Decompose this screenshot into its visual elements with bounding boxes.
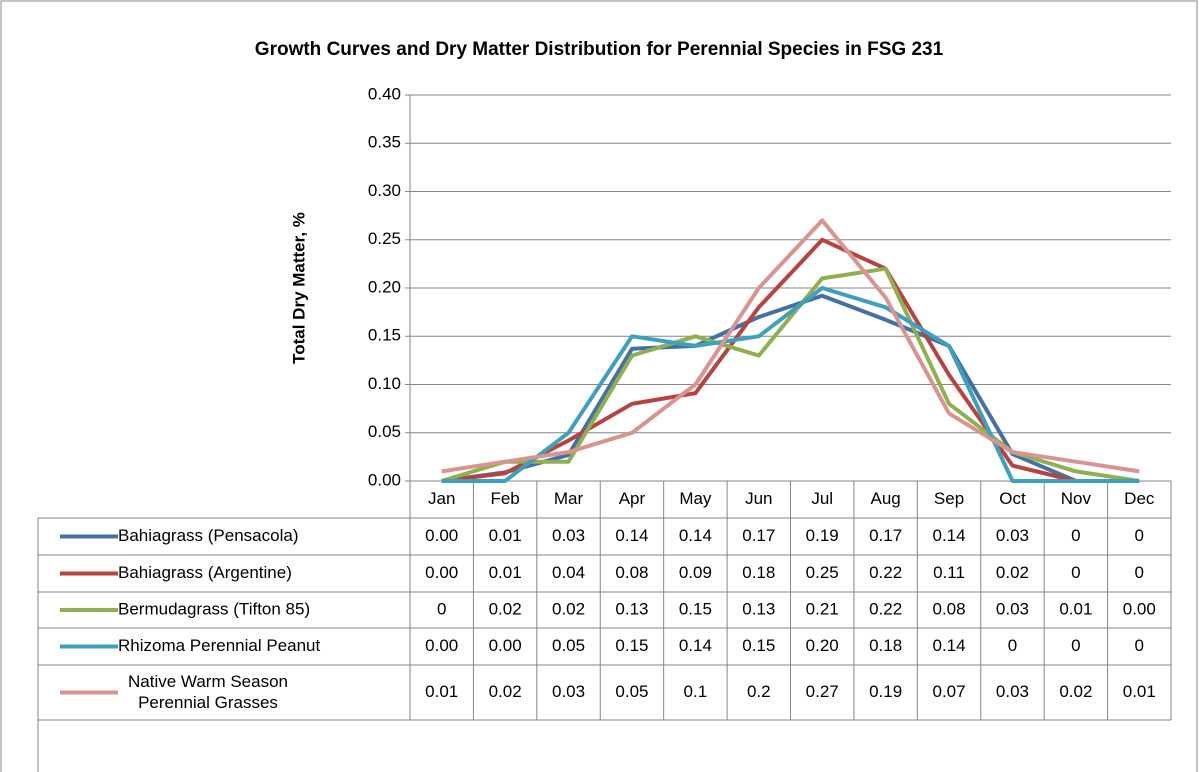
data-table-cell: 0.01 xyxy=(425,682,458,701)
chart-title: Growth Curves and Dry Matter Distributio… xyxy=(255,39,944,60)
data-table-cell: 0.05 xyxy=(615,682,648,701)
data-table-cell: 0 xyxy=(1135,526,1144,545)
data-table-cell: 0 xyxy=(1135,563,1144,582)
x-tick-label: Jul xyxy=(811,489,833,508)
data-table-cell: 0.11 xyxy=(933,563,965,582)
y-tick-label: 0.15 xyxy=(368,326,401,345)
data-table-cell: 0.18 xyxy=(742,563,775,582)
x-tick-label: Feb xyxy=(490,489,519,508)
data-table-cell: 0.17 xyxy=(742,526,775,545)
data-table-cell: 0.02 xyxy=(1059,682,1092,701)
data-table-cell: 0 xyxy=(1071,526,1080,545)
data-table-cell: 0.17 xyxy=(869,526,902,545)
data-table-cell: 0.19 xyxy=(869,682,902,701)
data-table-cell: 0.21 xyxy=(806,599,839,618)
data-table-cell: 0.22 xyxy=(869,599,902,618)
data-table-cell: 0.14 xyxy=(932,636,965,655)
data-table-cell: 0.03 xyxy=(996,682,1029,701)
data-table-cell: 0.15 xyxy=(615,636,648,655)
legend-label: Bermudagrass (Tifton 85) xyxy=(118,599,310,618)
y-tick-label: 0.00 xyxy=(368,470,401,489)
data-table-cell: 0 xyxy=(437,599,446,618)
data-table-cell: 0.1 xyxy=(684,682,708,701)
x-tick-label: Apr xyxy=(619,489,646,508)
y-tick-label: 0.20 xyxy=(368,277,401,296)
x-tick-label: May xyxy=(679,489,712,508)
data-table-cell: 0.14 xyxy=(615,526,648,545)
legend-label-box: Native Warm Season Perennial Grasses xyxy=(128,671,288,712)
data-table-cell: 0.09 xyxy=(679,563,712,582)
data-table-cell: 0.00 xyxy=(425,636,458,655)
legend-label: Bahiagrass (Argentine) xyxy=(118,563,292,582)
data-table-cell: 0.22 xyxy=(869,563,902,582)
x-tick-label: Sep xyxy=(934,489,964,508)
data-table-cell: 0.01 xyxy=(1123,682,1156,701)
data-table-cell: 0.00 xyxy=(489,636,522,655)
data-table-cell: 0.03 xyxy=(552,682,585,701)
data-table-cell: 0.20 xyxy=(806,636,839,655)
x-tick-label: Jan xyxy=(428,489,455,508)
data-table-cell: 0.07 xyxy=(932,682,965,701)
data-table-cell: 0.03 xyxy=(996,526,1029,545)
series-line xyxy=(441,218,1140,474)
data-table-cell: 0.2 xyxy=(747,682,771,701)
legend-label: Rhizoma Perennial Peanut xyxy=(118,636,321,655)
data-table-cell: 0 xyxy=(1071,636,1080,655)
series-line xyxy=(441,293,1140,483)
x-tick-label: Nov xyxy=(1061,489,1092,508)
data-table-cell: 0.18 xyxy=(869,636,902,655)
data-table-cell: 0.15 xyxy=(742,636,775,655)
y-tick-label: 0.25 xyxy=(368,229,401,248)
y-tick-label: 0.05 xyxy=(368,422,401,441)
data-table-cell: 0.14 xyxy=(679,526,712,545)
data-table-cell: 0 xyxy=(1135,636,1144,655)
data-table-cell: 0.05 xyxy=(552,636,585,655)
data-table-cell: 0.02 xyxy=(552,599,585,618)
y-axis-label: Total Dry Matter, % xyxy=(289,212,308,364)
x-tick-label: Aug xyxy=(871,489,901,508)
legend-label: Bahiagrass (Pensacola) xyxy=(118,526,298,545)
data-table-cell: 0.08 xyxy=(615,563,648,582)
y-tick-label: 0.40 xyxy=(368,84,401,103)
data-table-cell: 0.15 xyxy=(679,599,712,618)
y-tick-label: 0.35 xyxy=(368,133,401,152)
data-table-cell: 0.13 xyxy=(742,599,775,618)
data-table-cell: 0.19 xyxy=(806,526,839,545)
y-tick-label: 0.30 xyxy=(368,181,401,200)
x-tick-label: Dec xyxy=(1124,489,1155,508)
data-table-cell: 0.13 xyxy=(615,599,648,618)
data-table-cell: 0.02 xyxy=(996,563,1029,582)
legend-label: Native Warm Season Perennial Grasses xyxy=(128,671,288,712)
data-table-cell: 0 xyxy=(1071,563,1080,582)
data-table-cell: 0.25 xyxy=(806,563,839,582)
data-table-cell: 0.04 xyxy=(552,563,585,582)
data-table-cell: 0.01 xyxy=(489,526,522,545)
data-table-cell: 0.03 xyxy=(996,599,1029,618)
data-table-cell: 0.03 xyxy=(552,526,585,545)
x-tick-label: Jun xyxy=(745,489,772,508)
data-table-cell: 0.00 xyxy=(1123,599,1156,618)
data-table-cell: 0.00 xyxy=(425,526,458,545)
x-tick-label: Oct xyxy=(999,489,1026,508)
data-table-cell: 0.14 xyxy=(932,526,965,545)
data-table-cell: 0 xyxy=(1008,636,1017,655)
series-line xyxy=(441,237,1140,483)
data-table-cell: 0.00 xyxy=(425,563,458,582)
data-table-cell: 0.02 xyxy=(489,599,522,618)
data-table-cell: 0.01 xyxy=(489,563,522,582)
series-line xyxy=(441,286,1140,483)
data-table-cell: 0.14 xyxy=(679,636,712,655)
data-table-cell: 0.02 xyxy=(489,682,522,701)
data-table-cell: 0.08 xyxy=(932,599,965,618)
y-tick-label: 0.10 xyxy=(368,374,401,393)
data-table-cell: 0.27 xyxy=(806,682,839,701)
data-table-cell: 0.01 xyxy=(1059,599,1092,618)
x-tick-label: Mar xyxy=(554,489,584,508)
